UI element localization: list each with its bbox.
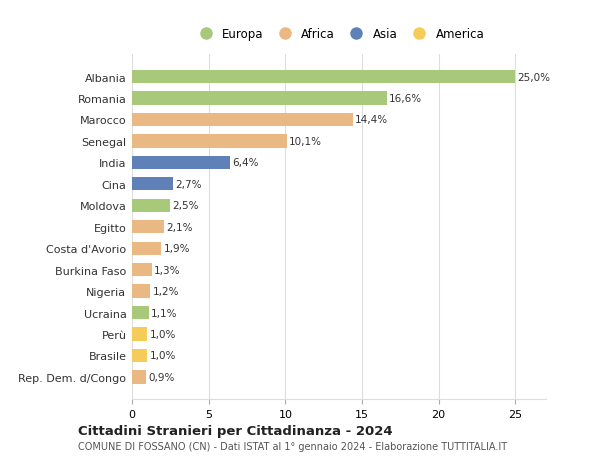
Text: 1,2%: 1,2% xyxy=(152,286,179,297)
Bar xyxy=(132,178,173,191)
Bar xyxy=(132,157,230,170)
Bar xyxy=(132,71,515,84)
Text: 10,1%: 10,1% xyxy=(289,137,322,146)
Bar xyxy=(132,199,170,213)
Bar xyxy=(132,221,164,234)
Bar xyxy=(132,263,152,277)
Text: 1,3%: 1,3% xyxy=(154,265,181,275)
Text: 25,0%: 25,0% xyxy=(518,73,551,82)
Text: 2,7%: 2,7% xyxy=(176,179,202,190)
Text: 1,1%: 1,1% xyxy=(151,308,178,318)
Bar xyxy=(132,113,353,127)
Bar xyxy=(132,92,386,106)
Bar xyxy=(132,135,287,148)
Text: 0,9%: 0,9% xyxy=(148,372,175,382)
Bar xyxy=(132,242,161,255)
Text: 6,4%: 6,4% xyxy=(232,158,259,168)
Bar xyxy=(132,306,149,319)
Bar xyxy=(132,349,148,362)
Text: COMUNE DI FOSSANO (CN) - Dati ISTAT al 1° gennaio 2024 - Elaborazione TUTTITALIA: COMUNE DI FOSSANO (CN) - Dati ISTAT al 1… xyxy=(78,441,507,451)
Text: Cittadini Stranieri per Cittadinanza - 2024: Cittadini Stranieri per Cittadinanza - 2… xyxy=(78,424,392,437)
Text: 2,5%: 2,5% xyxy=(173,201,199,211)
Text: 14,4%: 14,4% xyxy=(355,115,388,125)
Text: 1,0%: 1,0% xyxy=(149,351,176,361)
Legend: Europa, Africa, Asia, America: Europa, Africa, Asia, America xyxy=(189,23,489,45)
Text: 16,6%: 16,6% xyxy=(389,94,422,104)
Bar xyxy=(132,285,151,298)
Text: 1,0%: 1,0% xyxy=(149,329,176,339)
Bar xyxy=(132,370,146,384)
Text: 2,1%: 2,1% xyxy=(167,222,193,232)
Bar xyxy=(132,328,148,341)
Text: 1,9%: 1,9% xyxy=(163,244,190,254)
